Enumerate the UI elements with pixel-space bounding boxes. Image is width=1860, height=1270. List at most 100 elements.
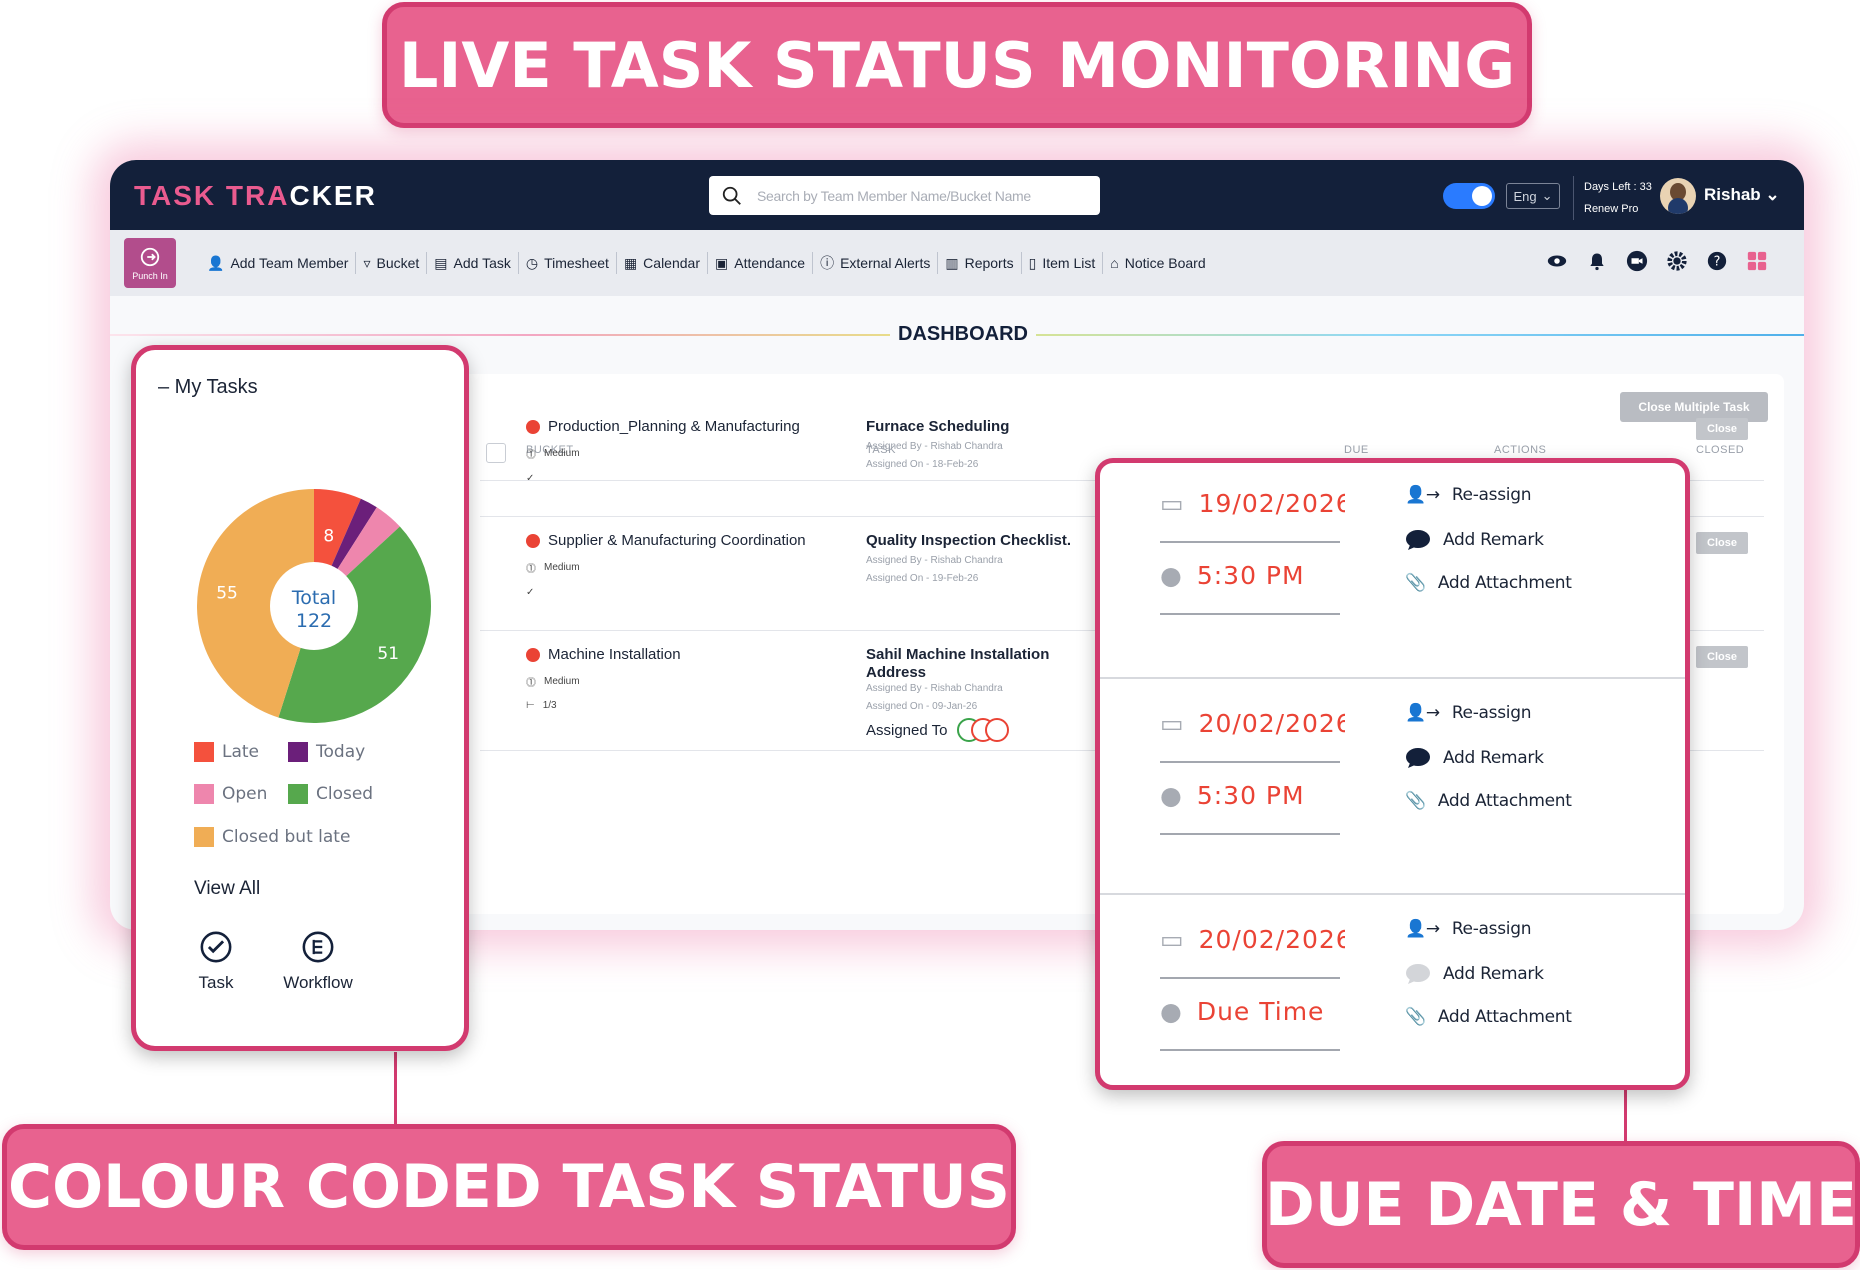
calendar-icon: ▭ <box>1160 925 1185 954</box>
add-attachment-button[interactable]: 📎 Add Attachment <box>1405 573 1572 593</box>
task-title[interactable]: Sahil Machine Installation Address <box>866 646 1050 681</box>
column-header-task: TASK <box>866 444 896 456</box>
list-icon: ▯ <box>1028 254 1037 271</box>
due-time[interactable]: ● Due Time <box>1160 997 1325 1026</box>
assigned-to: Assigned To <box>866 718 1010 742</box>
menu-item-list[interactable]: ▯ Item List <box>1022 252 1104 274</box>
menu-timesheet[interactable]: ◷ Timesheet <box>519 252 617 274</box>
banner-colour-coded: COLOUR CODED TASK STATUS <box>2 1124 1016 1250</box>
donut-hole <box>270 562 358 650</box>
priority-cell: ⓵ Medium <box>526 448 580 461</box>
column-header-closed: CLOSED <box>1696 444 1745 456</box>
add-attachment-button[interactable]: 📎 Add Attachment <box>1405 1007 1572 1027</box>
due-time[interactable]: ● 5:30 PM <box>1160 561 1305 590</box>
divider <box>1160 833 1340 835</box>
task-title[interactable]: Quality Inspection Checklist. <box>866 532 1072 549</box>
due-date[interactable]: ▭ 19/02/2026 <box>1160 489 1345 518</box>
my-tasks-title[interactable]: – My Tasks <box>158 376 258 398</box>
priority-cell: ⓵ Medium <box>526 562 580 575</box>
renew-link[interactable]: Renew Pro <box>1584 203 1639 215</box>
gear-icon[interactable] <box>1666 250 1688 272</box>
column-header-due: DUE <box>1344 444 1369 456</box>
legend-today: Today <box>288 742 365 762</box>
timesheet-icon: ◷ <box>525 254 539 271</box>
divider <box>1160 761 1340 763</box>
video-icon[interactable] <box>1626 250 1648 272</box>
toolbar: Punch In 👤 Add Team Member ▿ Bucket ▤ Add T… <box>110 230 1804 296</box>
reassign-icon: 👤→ <box>1405 703 1440 723</box>
subtask-count[interactable]: ⊢ 1/3 <box>526 700 557 711</box>
paperclip-icon: 📎 <box>1405 1007 1426 1027</box>
help-icon[interactable]: ? <box>1706 250 1728 272</box>
comment-icon <box>1406 964 1430 984</box>
slice-value-label: 8 <box>323 527 334 547</box>
priority-icon: ⓵ <box>526 564 536 575</box>
reassign-button[interactable]: 👤→ Re-assign <box>1405 703 1532 723</box>
complete-check-icon[interactable]: ✓ <box>526 473 535 484</box>
connector-left <box>394 1052 397 1126</box>
bell-icon[interactable] <box>1586 250 1608 272</box>
avatar[interactable] <box>985 718 1010 742</box>
priority-icon: ⓵ <box>526 678 536 689</box>
close-multiple-task-button[interactable]: Close Multiple Task <box>1620 392 1768 422</box>
slice-value-label: 51 <box>377 644 399 664</box>
bucket-cell: Supplier & Manufacturing Coordination <box>526 532 806 549</box>
due-date[interactable]: ▭ 20/02/2026 <box>1160 925 1345 954</box>
due-item: ▭ 19/02/2026 ● 5:30 PM 👤→ Re-assign Add Rem… <box>1100 463 1685 679</box>
add-remark-button[interactable]: Add Remark <box>1405 747 1544 769</box>
complete-check-icon[interactable]: ✓ <box>526 587 535 598</box>
add-remark-button[interactable]: Add Remark <box>1405 529 1544 551</box>
search-input[interactable]: Search by Team Member Name/Bucket Name <box>709 176 1100 215</box>
menu-calendar[interactable]: ▦ Calendar <box>617 252 708 274</box>
task-meta: Assigned By - Rishab Chandra Assigned On … <box>866 555 1003 584</box>
toolbar-menu: 👤 Add Team Member ▿ Bucket ▤ Add Task ◷ Time… <box>200 252 1213 274</box>
due-date[interactable]: ▭ 20/02/2026 <box>1160 709 1345 738</box>
task-title[interactable]: Furnace Scheduling <box>866 418 1010 435</box>
calendar-icon: ▭ <box>1160 709 1185 738</box>
close-task-button[interactable]: Close <box>1696 532 1748 554</box>
add-attachment-button[interactable]: 📎 Add Attachment <box>1405 791 1572 811</box>
menu-bucket[interactable]: ▿ Bucket <box>356 252 428 274</box>
reassign-button[interactable]: 👤→ Re-assign <box>1405 485 1532 505</box>
language-select[interactable]: Eng ⌄ <box>1506 183 1560 209</box>
total-value: 122 <box>296 610 332 632</box>
view-all-link[interactable]: View All <box>194 878 261 899</box>
bucket-icon: ▿ <box>363 254 371 271</box>
divider <box>1160 541 1340 543</box>
menu-add-task[interactable]: ▤ Add Task <box>427 252 519 274</box>
menu-external-alerts[interactable]: ⓘ External Alerts <box>813 252 939 274</box>
banner-due-date: DUE DATE & TIME <box>1262 1141 1860 1268</box>
legend-open: Open <box>194 784 267 804</box>
menu-add-team-member[interactable]: 👤 Add Team Member <box>200 252 357 274</box>
top-navbar: TASK TRACKER Search by Team Member Name/… <box>110 160 1804 230</box>
slice-closed-but-late[interactable] <box>196 489 314 718</box>
close-task-button[interactable]: Close <box>1696 646 1748 668</box>
theme-toggle[interactable] <box>1443 183 1495 209</box>
app-logo[interactable]: TASK TRACKER <box>134 180 377 211</box>
punch-in-button[interactable]: Punch In <box>124 238 176 288</box>
subtask-tree-icon: ⊢ <box>526 700 535 711</box>
menu-notice-board[interactable]: ⌂ Notice Board <box>1110 255 1206 271</box>
close-task-button[interactable]: Close <box>1696 418 1748 440</box>
menu-attendance[interactable]: ▣ Attendance <box>708 252 814 274</box>
task-meta: Assigned By - Rishab Chandra Assigned On … <box>866 683 1003 712</box>
due-time[interactable]: ● 5:30 PM <box>1160 781 1305 810</box>
menu-reports[interactable]: ▥ Reports <box>938 252 1022 274</box>
avatar[interactable] <box>1660 178 1696 214</box>
reassign-icon: 👤→ <box>1405 919 1440 939</box>
notice-board-icon: ⌂ <box>1110 255 1119 271</box>
add-remark-button[interactable]: Add Remark <box>1405 963 1544 985</box>
apps-grid-icon[interactable] <box>1746 250 1768 272</box>
calendar-icon: ▭ <box>1160 489 1185 518</box>
task-meta: Assigned By - Rishab Chandra Assigned On … <box>866 441 1003 470</box>
workflow-shortcut[interactable]: Workflow <box>268 930 368 993</box>
task-shortcut[interactable]: Task <box>186 930 246 993</box>
select-all-checkbox[interactable] <box>486 443 506 463</box>
divider <box>1160 1049 1340 1051</box>
eye-icon[interactable] <box>1546 250 1568 272</box>
user-menu[interactable]: Rishab ⌄ <box>1704 185 1780 204</box>
slice-closed[interactable] <box>278 526 431 723</box>
bar-chart-icon: ▥ <box>945 254 959 271</box>
reassign-button[interactable]: 👤→ Re-assign <box>1405 919 1532 939</box>
